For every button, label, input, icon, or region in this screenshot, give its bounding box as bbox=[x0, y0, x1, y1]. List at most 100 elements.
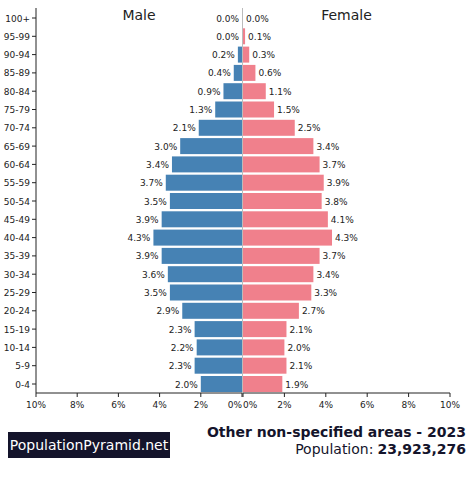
y-tick-label: 80-84 bbox=[4, 87, 30, 97]
bar bbox=[243, 193, 322, 209]
y-tick bbox=[32, 292, 36, 293]
bar bbox=[215, 102, 242, 118]
y-tick bbox=[32, 237, 36, 238]
bar bbox=[243, 211, 328, 227]
bar bbox=[243, 65, 255, 81]
y-tick bbox=[32, 54, 36, 55]
y-tick-label: 50-54 bbox=[4, 197, 30, 207]
y-tick bbox=[32, 347, 36, 348]
x-tick bbox=[36, 393, 37, 397]
bar bbox=[197, 339, 242, 355]
x-tick-label: 2% bbox=[277, 400, 292, 410]
data-label: 0.3% bbox=[252, 50, 275, 60]
bar bbox=[243, 10, 244, 26]
data-label: 4.3% bbox=[128, 233, 151, 243]
data-label: 3.5% bbox=[144, 197, 167, 207]
bar bbox=[243, 28, 245, 44]
bar bbox=[243, 376, 282, 392]
data-label: 2.9% bbox=[156, 306, 179, 316]
y-tick-label: 90-94 bbox=[4, 50, 30, 60]
data-label: 3.4% bbox=[316, 270, 339, 280]
y-tick-label: 40-44 bbox=[4, 233, 30, 243]
x-tick-label: 8% bbox=[401, 400, 416, 410]
x-tick-label: 10% bbox=[440, 400, 460, 410]
bar bbox=[234, 65, 242, 81]
y-tick bbox=[32, 329, 36, 330]
data-label: 2.7% bbox=[302, 306, 325, 316]
y-tick-label: 85-89 bbox=[4, 68, 30, 78]
site-name: PopulationPyramid.net bbox=[10, 437, 169, 453]
data-label: 3.9% bbox=[136, 215, 159, 225]
side-title: Female bbox=[321, 7, 372, 23]
bar bbox=[199, 120, 242, 136]
x-axis bbox=[36, 393, 242, 394]
bar bbox=[153, 230, 242, 246]
data-label: 2.1% bbox=[289, 361, 312, 371]
y-tick-label: 60-64 bbox=[4, 160, 30, 170]
data-label: 4.1% bbox=[331, 215, 354, 225]
bar bbox=[180, 138, 242, 154]
chart-title: Other non-specified areas - 2023 bbox=[207, 424, 466, 440]
y-tick bbox=[32, 18, 36, 19]
bar bbox=[242, 28, 243, 44]
y-tick bbox=[32, 164, 36, 165]
y-tick bbox=[32, 274, 36, 275]
bar bbox=[162, 211, 242, 227]
x-tick-label: 4% bbox=[152, 400, 167, 410]
data-label: 2.2% bbox=[171, 343, 194, 353]
y-tick-label: 55-59 bbox=[4, 178, 30, 188]
bar bbox=[168, 266, 242, 282]
bar bbox=[243, 266, 313, 282]
bar bbox=[242, 10, 243, 26]
data-label: 2.3% bbox=[169, 325, 192, 335]
x-tick bbox=[243, 393, 244, 397]
y-tick bbox=[32, 72, 36, 73]
data-label: 3.9% bbox=[136, 251, 159, 261]
bar bbox=[243, 358, 286, 374]
bar bbox=[172, 156, 242, 172]
y-tick-label: 5-9 bbox=[15, 361, 30, 371]
x-tick bbox=[118, 393, 119, 397]
data-label: 3.5% bbox=[144, 288, 167, 298]
y-tick-label: 95-99 bbox=[4, 32, 30, 42]
bar bbox=[223, 83, 242, 99]
bar bbox=[243, 138, 313, 154]
data-label: 0.9% bbox=[198, 87, 221, 97]
bar bbox=[243, 47, 249, 63]
data-label: 2.3% bbox=[169, 361, 192, 371]
y-tick-label: 75-79 bbox=[4, 105, 30, 115]
x-tick bbox=[242, 393, 243, 397]
y-tick-label: 20-24 bbox=[4, 306, 30, 316]
population-line: Population:23,923,276 bbox=[295, 441, 466, 457]
data-label: 3.6% bbox=[142, 270, 165, 280]
bar bbox=[243, 230, 332, 246]
x-tick bbox=[159, 393, 160, 397]
x-tick-label: 8% bbox=[70, 400, 85, 410]
data-label: 2.5% bbox=[298, 123, 321, 133]
y-tick bbox=[32, 127, 36, 128]
side-title: Male bbox=[122, 7, 155, 23]
y-tick bbox=[32, 91, 36, 92]
data-label: 3.7% bbox=[140, 178, 163, 188]
site-badge bbox=[8, 432, 170, 458]
y-tick bbox=[32, 255, 36, 256]
bars bbox=[153, 47, 242, 392]
y-tick bbox=[32, 109, 36, 110]
data-label: 3.7% bbox=[323, 160, 346, 170]
x-tick bbox=[450, 393, 451, 397]
y-tick-label: 10-14 bbox=[4, 343, 30, 353]
data-label: 3.9% bbox=[327, 178, 350, 188]
data-label: 2.0% bbox=[287, 343, 310, 353]
x-tick bbox=[284, 393, 285, 397]
data-label: 1.9% bbox=[285, 380, 308, 390]
data-label: 2.1% bbox=[289, 325, 312, 335]
data-label: 2.1% bbox=[173, 123, 196, 133]
data-label: 0.1% bbox=[248, 32, 271, 42]
y-tick-label: 100+ bbox=[5, 14, 30, 24]
bar bbox=[243, 83, 266, 99]
bar bbox=[243, 339, 284, 355]
data-label: 4.3% bbox=[335, 233, 358, 243]
y-tick bbox=[32, 365, 36, 366]
x-tick bbox=[325, 393, 326, 397]
bars bbox=[243, 28, 332, 392]
